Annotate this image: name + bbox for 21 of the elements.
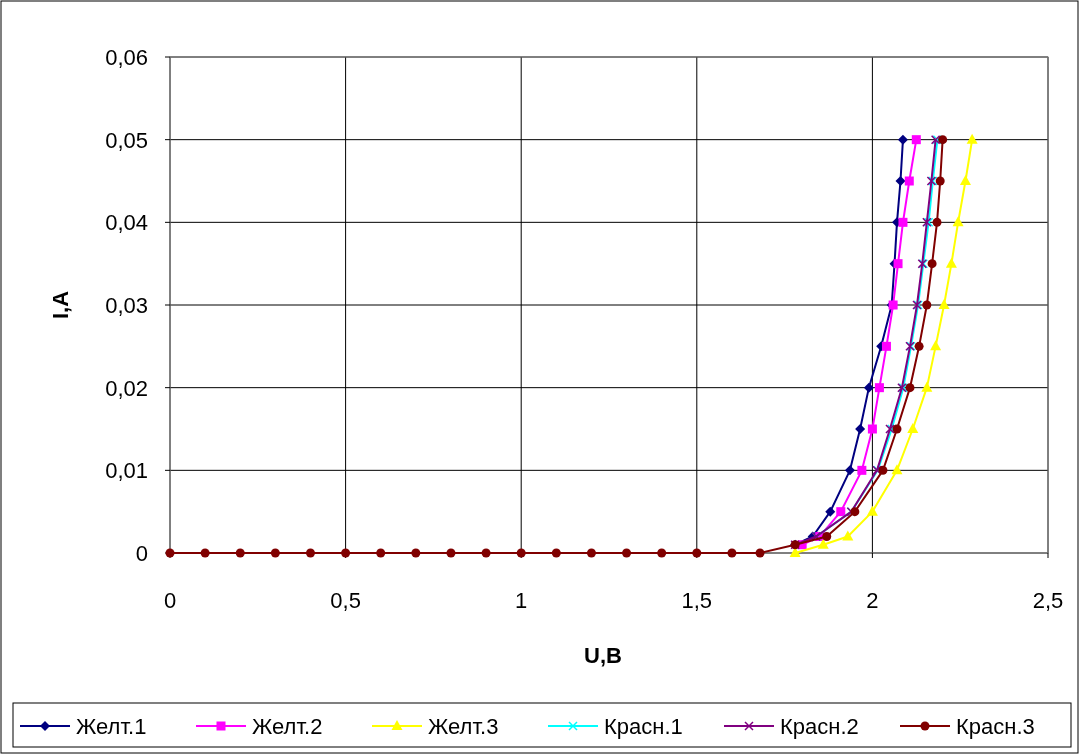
y-tick-label: 0,05 bbox=[105, 127, 148, 153]
y-tick-label: 0,06 bbox=[105, 45, 148, 70]
legend-label: Желт.3 bbox=[428, 714, 499, 739]
x-tick-label: 0 bbox=[163, 588, 177, 613]
x-tick-label: 0,5 bbox=[330, 588, 361, 613]
x-tick-label: 2,5 bbox=[1032, 588, 1064, 613]
y-tick-label: 0,04 bbox=[105, 210, 148, 236]
x-axis-title: U,B bbox=[584, 643, 622, 668]
legend-label: Красн.3 bbox=[956, 714, 1035, 739]
x-tick-label: 1,5 bbox=[681, 588, 713, 613]
y-tick-label: 0,03 bbox=[105, 293, 148, 318]
legend-label: Красн.1 bbox=[604, 714, 683, 739]
x-tick-label: 1 bbox=[515, 588, 528, 613]
x-tick-label: 2 bbox=[866, 588, 879, 613]
y-axis-title: I,A bbox=[48, 290, 73, 320]
legend-label: Желт.2 bbox=[252, 714, 323, 739]
legend-label: Желт.1 bbox=[76, 714, 147, 739]
y-tick-label: 0 bbox=[135, 541, 148, 566]
y-tick-label: 0,01 bbox=[105, 458, 148, 484]
legend-label: Красн.2 bbox=[780, 714, 859, 739]
y-tick-label: 0,02 bbox=[105, 375, 148, 401]
